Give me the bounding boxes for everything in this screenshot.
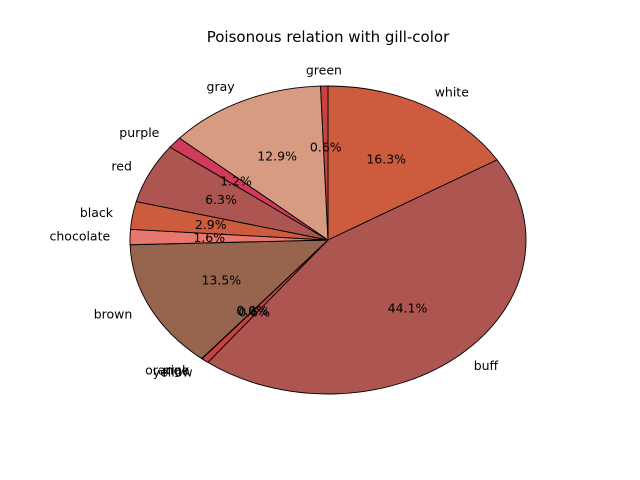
slice-percent-buff: 44.1% <box>388 301 428 316</box>
slice-label-black: black <box>80 205 114 220</box>
slice-percent-green: 0.6% <box>310 140 342 155</box>
slice-percent-chocolate: 1.6% <box>193 230 225 245</box>
slice-label-orange: orange <box>145 363 189 378</box>
slice-label-pink: pink <box>163 363 190 378</box>
slice-label-yellow: yellow <box>153 365 193 380</box>
slice-label-green: green <box>306 63 342 78</box>
slice-label-brown: brown <box>94 306 133 321</box>
slice-percent-red: 6.3% <box>205 192 237 207</box>
slice-percent-orange: 0.0% <box>236 303 268 318</box>
pie-slice-buff <box>207 159 527 395</box>
pie-slices <box>129 85 527 395</box>
pie-slice-white <box>327 85 498 241</box>
slice-label-chocolate: chocolate <box>50 229 111 244</box>
slice-percent-white: 16.3% <box>366 151 406 166</box>
slice-percent-pink: 0.0% <box>237 303 269 318</box>
slice-percent-brown: 13.5% <box>201 273 241 288</box>
slice-percent-yellow: 0.6% <box>238 304 270 319</box>
pie-slice-gray <box>179 85 329 241</box>
slice-label-red: red <box>111 158 132 173</box>
slice-percent-purple: 1.2% <box>220 174 252 189</box>
slice-label-buff: buff <box>474 358 499 373</box>
pie-slice-brown <box>129 239 329 360</box>
pie-slice-green <box>320 85 329 241</box>
slice-label-purple: purple <box>119 125 159 140</box>
chart-title: Poisonous relation with gill-color <box>207 28 450 46</box>
pie-labels: white 16.3% buff 44.1% yellow 0.6% pink 0.0% ora… <box>50 63 499 380</box>
slice-percent-gray: 12.9% <box>257 149 297 164</box>
slice-label-white: white <box>435 84 470 99</box>
slice-label-gray: gray <box>207 79 236 94</box>
slice-percent-black: 2.9% <box>195 217 227 232</box>
